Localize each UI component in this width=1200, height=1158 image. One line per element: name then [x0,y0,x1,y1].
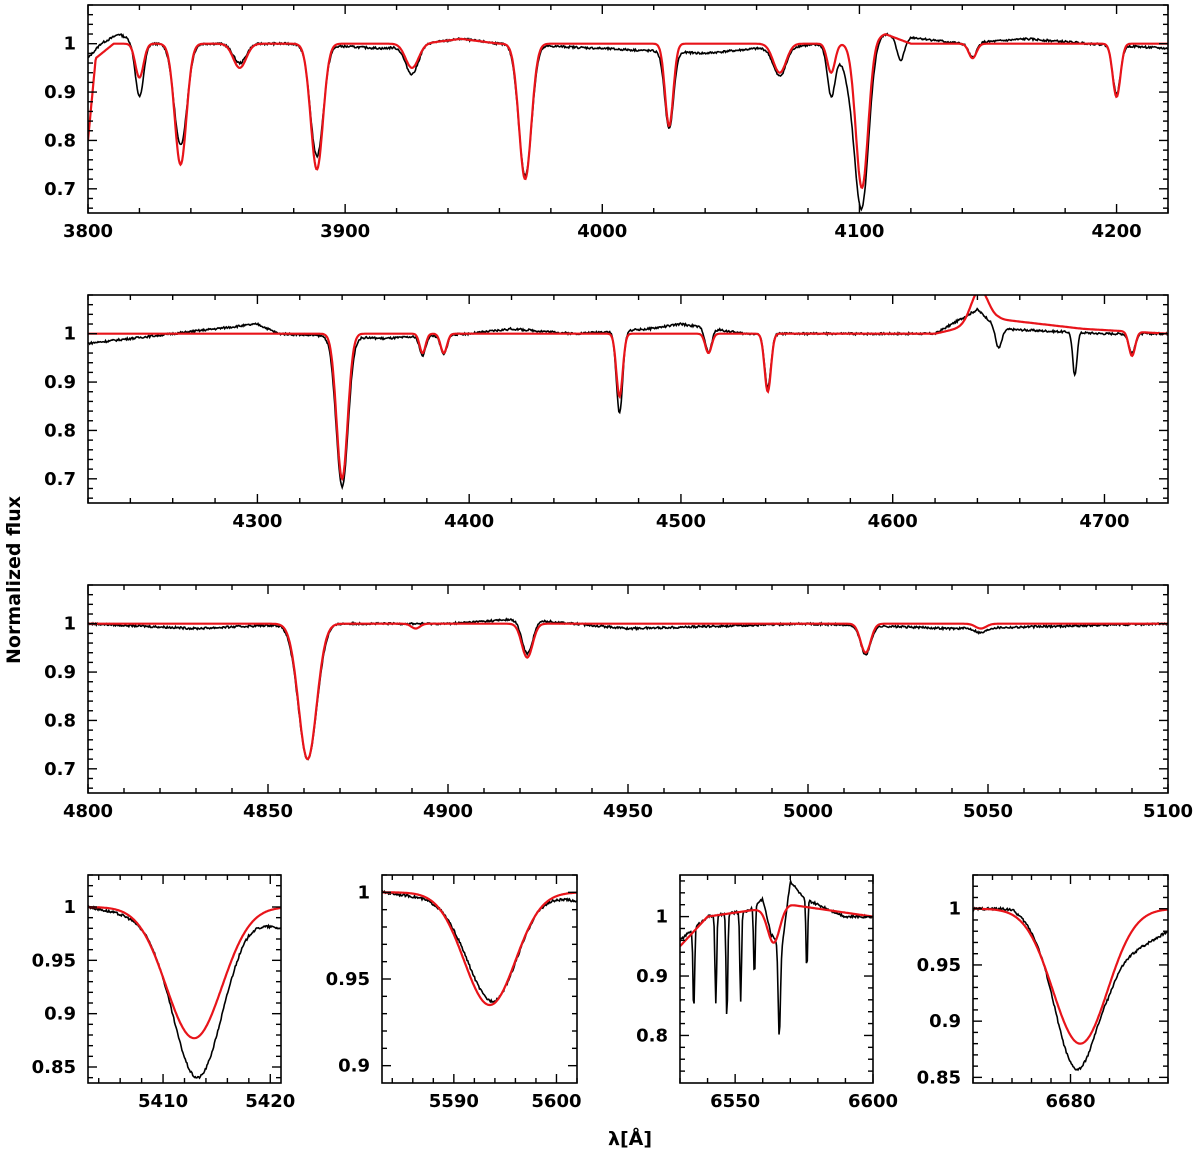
spectrum-panel-2: 4300 4400 4500 4600 4700 0.7 0.8 0.9 1 [44,294,1169,532]
y-tick-label: 1 [63,897,76,918]
spectrum-panel-6: 6550 6600 0.8 0.9 1 [636,874,898,1112]
x-tick-label: 3900 [320,221,370,242]
panel-frame [381,874,578,1084]
x-tick-label: 4900 [423,801,473,822]
y-tick-label: 0.8 [636,1025,668,1046]
x-tick-label: 4600 [868,511,918,532]
x-tick-label: 5600 [531,1091,581,1112]
y-tick-label: 0.95 [32,950,76,971]
observed-spectrum-line [88,307,1168,491]
x-tick-label: 3800 [63,221,113,242]
x-tick-label: 6680 [1045,1091,1095,1112]
panel-frame [87,4,1169,214]
x-tick-label: 5410 [138,1091,188,1112]
y-tick-label: 1 [63,324,76,345]
model-spectrum-line [680,904,873,948]
observed-spectrum-line [680,878,873,1035]
model-spectrum-line [88,906,281,1040]
y-tick-label: 0.7 [44,469,76,490]
x-tick-label: 4200 [1092,221,1142,242]
observed-spectrum-line [382,889,577,1004]
y-tick-label: 1 [655,907,668,928]
spectrum-panel-4: 5410 5420 0.85 0.9 0.95 1 [32,874,295,1112]
model-spectrum-line [973,907,1168,1045]
observed-spectrum-line [88,905,281,1080]
y-tick-label: 0.7 [44,759,76,780]
model-spectrum-line [88,33,1168,190]
x-tick-label: 4300 [232,511,282,532]
spectrum-panel-7: 6680 0.85 0.9 0.95 1 [917,874,1169,1112]
y-tick-label: 1 [948,899,961,920]
x-tick-label: 5100 [1143,801,1193,822]
y-tick-label: 0.95 [326,969,370,990]
y-tick-label: 1 [63,34,76,55]
y-axis-label-wrap: Normalized flux [0,0,30,1158]
panel-frame [87,294,1169,504]
x-tick-label: 5420 [245,1091,295,1112]
x-axis-label: λ[Å] [607,1128,653,1150]
x-tick-label: 4800 [63,801,113,822]
y-tick-label: 0.9 [44,372,76,393]
y-tick-label: 0.9 [929,1011,961,1032]
x-tick-label: 5000 [783,801,833,822]
observed-spectrum-line [88,32,1168,212]
y-tick-label: 0.9 [44,662,76,683]
x-tick-label: 4100 [834,221,884,242]
y-tick-label: 0.7 [44,179,76,200]
y-tick-label: 0.8 [44,710,76,731]
y-tick-label: 0.9 [636,966,668,987]
x-tick-label: 4700 [1079,511,1129,532]
spectrum-panel-5: 5590 5600 0.9 0.95 1 [326,874,582,1112]
y-tick-label: 0.8 [44,420,76,441]
x-tick-label: 4500 [656,511,706,532]
y-tick-label: 0.9 [44,1004,76,1025]
y-tick-label: 0.9 [338,1056,370,1077]
y-tick-label: 0.85 [917,1067,961,1088]
panel-frame [87,874,282,1084]
model-spectrum-line [88,295,1168,482]
y-tick-label: 0.85 [32,1057,76,1078]
observed-spectrum-line [973,905,1168,1072]
panel-frame [679,874,874,1084]
x-tick-label: 5590 [429,1091,479,1112]
model-spectrum-line [382,891,577,1007]
y-tick-label: 0.95 [917,955,961,976]
panel-frame [972,874,1169,1084]
model-spectrum-line [88,622,1168,761]
y-axis-label: Normalized flux [3,496,25,664]
y-tick-label: 1 [63,614,76,635]
x-tick-label: 4000 [577,221,627,242]
y-tick-label: 0.9 [44,82,76,103]
x-tick-label: 6550 [710,1091,760,1112]
observed-spectrum-line [88,617,1168,761]
spectrum-panel-1: 3800 3900 4000 4100 4200 0.7 0.8 0.9 1 [44,4,1169,242]
x-tick-label: 5050 [963,801,1013,822]
spectrum-panel-3: 4800 4850 4900 4950 5000 5050 5100 0.7 0.8 0.9 1 [44,584,1193,822]
x-tick-label: 4400 [444,511,494,532]
panel-frame [87,584,1169,794]
y-tick-label: 1 [357,882,370,903]
x-tick-label: 4950 [603,801,653,822]
x-tick-label: 6600 [848,1091,898,1112]
x-tick-label: 4850 [243,801,293,822]
y-tick-label: 0.8 [44,130,76,151]
